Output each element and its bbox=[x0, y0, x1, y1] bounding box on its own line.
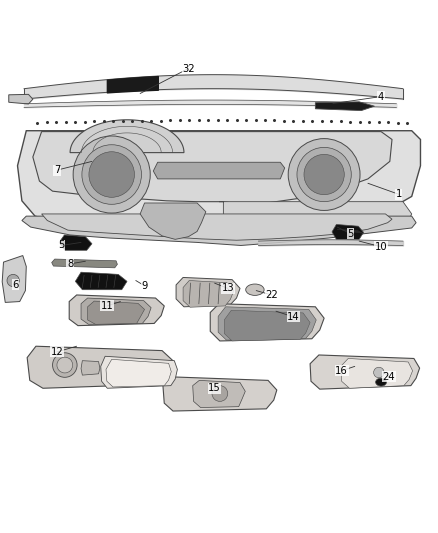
Polygon shape bbox=[9, 94, 33, 104]
Circle shape bbox=[304, 155, 344, 195]
Polygon shape bbox=[210, 304, 324, 341]
Polygon shape bbox=[315, 102, 374, 110]
Text: 24: 24 bbox=[383, 372, 395, 382]
Text: 6: 6 bbox=[12, 280, 18, 290]
Ellipse shape bbox=[246, 284, 264, 295]
Circle shape bbox=[297, 147, 351, 201]
Polygon shape bbox=[332, 224, 364, 239]
Polygon shape bbox=[218, 307, 316, 340]
Polygon shape bbox=[219, 201, 412, 241]
Text: 15: 15 bbox=[208, 383, 221, 393]
Text: 32: 32 bbox=[182, 63, 194, 74]
Polygon shape bbox=[2, 255, 26, 302]
Text: 13: 13 bbox=[222, 284, 234, 293]
Text: 7: 7 bbox=[54, 165, 60, 175]
Circle shape bbox=[7, 274, 19, 287]
Text: 12: 12 bbox=[50, 347, 64, 357]
Polygon shape bbox=[75, 272, 127, 290]
Circle shape bbox=[212, 386, 228, 401]
Text: 8: 8 bbox=[67, 259, 73, 269]
Polygon shape bbox=[153, 162, 285, 179]
Polygon shape bbox=[81, 361, 100, 375]
Polygon shape bbox=[163, 377, 277, 411]
Text: 4: 4 bbox=[378, 92, 384, 102]
Polygon shape bbox=[59, 235, 92, 251]
Text: 10: 10 bbox=[375, 242, 387, 252]
Circle shape bbox=[288, 139, 360, 211]
Polygon shape bbox=[42, 214, 392, 240]
Text: 1: 1 bbox=[396, 189, 402, 199]
Polygon shape bbox=[224, 310, 310, 341]
Circle shape bbox=[57, 357, 73, 373]
Text: 16: 16 bbox=[335, 366, 348, 376]
Circle shape bbox=[53, 353, 77, 377]
Text: 22: 22 bbox=[265, 290, 278, 300]
Polygon shape bbox=[193, 381, 245, 408]
Text: 9: 9 bbox=[141, 281, 148, 291]
Polygon shape bbox=[81, 298, 151, 324]
Polygon shape bbox=[18, 131, 420, 231]
Polygon shape bbox=[176, 278, 240, 307]
Polygon shape bbox=[69, 295, 164, 326]
Polygon shape bbox=[88, 301, 145, 324]
Polygon shape bbox=[33, 132, 392, 205]
Text: 5: 5 bbox=[347, 229, 353, 239]
Polygon shape bbox=[27, 346, 174, 388]
Polygon shape bbox=[101, 356, 177, 388]
Polygon shape bbox=[22, 216, 416, 246]
Polygon shape bbox=[183, 280, 234, 307]
Circle shape bbox=[73, 136, 150, 213]
Polygon shape bbox=[140, 203, 206, 239]
Ellipse shape bbox=[375, 378, 387, 386]
Polygon shape bbox=[106, 359, 171, 387]
Text: 14: 14 bbox=[287, 312, 300, 322]
Text: 5: 5 bbox=[58, 240, 64, 251]
Polygon shape bbox=[341, 359, 413, 388]
Polygon shape bbox=[52, 259, 117, 268]
Polygon shape bbox=[310, 355, 420, 389]
Polygon shape bbox=[70, 120, 184, 152]
Circle shape bbox=[82, 145, 141, 204]
Circle shape bbox=[89, 152, 134, 197]
Circle shape bbox=[374, 367, 384, 378]
Text: 11: 11 bbox=[101, 301, 114, 311]
